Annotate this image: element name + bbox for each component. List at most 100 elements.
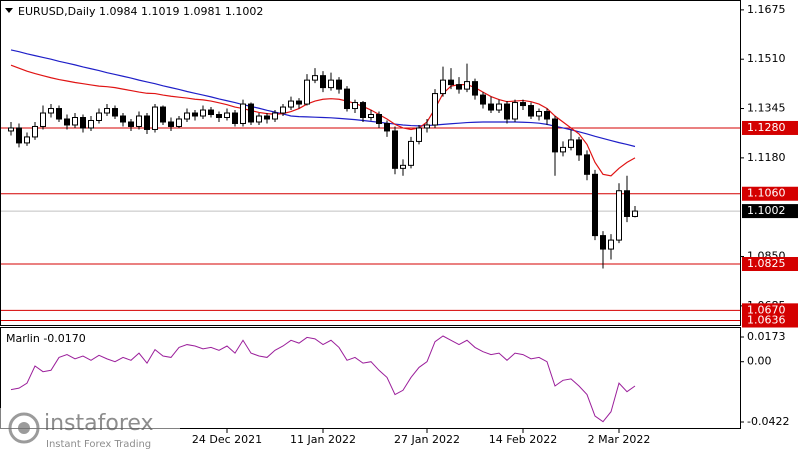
logo-ring [8,412,40,444]
level-label-box [742,257,798,272]
moving-average [10,49,636,148]
candle-body [192,112,198,117]
candle-body [16,127,22,144]
level-label-box [742,313,798,328]
candle-body [200,109,206,117]
brand: instaforex [44,411,154,436]
candle-body [88,119,94,129]
candle-body [248,103,254,123]
candle-body [216,114,222,119]
candle-body [536,111,542,117]
logo-dot [18,422,30,434]
oscillator-title: Marlin -0.0170 [6,332,86,345]
candle-body [304,79,310,105]
oscillator-line [10,335,636,423]
candle-body [240,103,246,124]
candle-body [384,122,390,132]
candle-body [592,173,598,237]
candle-body [480,94,486,105]
candle-body [520,102,526,107]
candle-body [104,108,110,114]
level-label-box [742,186,798,201]
candle-body [120,115,126,123]
candle-body [632,210,638,217]
candle-body [24,136,30,144]
candle-body [96,112,102,121]
candle-body [232,112,238,124]
candle-body [280,106,286,114]
x-tick-label: 14 Feb 2022 [489,433,557,446]
candle-body [448,79,454,86]
candle-body [160,106,166,123]
level-label: 1.1280 [747,121,786,134]
oscillator-panel [0,327,741,429]
candle-body [544,111,550,120]
candle-body [376,114,382,124]
candle-body [504,103,510,120]
candle-body [600,235,606,250]
candle-body [48,108,54,114]
candle-body [432,93,438,126]
candle-body [368,114,374,119]
candle-body [264,115,270,120]
x-tick-label: 11 Jan 2022 [290,433,356,446]
level-label: 1.0670 [747,303,786,316]
level-label-box [742,120,798,135]
candle-body [256,115,262,123]
candle-body [80,117,86,129]
candle-body [64,118,70,126]
candle-body [416,127,422,142]
y-tick-label: -0.0422 [747,415,789,428]
candle-body [40,112,46,127]
candle-body [472,81,478,96]
candle-body [616,190,622,241]
candle-body [112,108,118,117]
candle-body [152,106,158,130]
candle-body [496,103,502,111]
candle-body [296,100,302,105]
candle-body [424,124,430,129]
candle-body [176,118,182,127]
candle-body [528,105,534,117]
y-tick-label: 0.00 [747,355,772,368]
candle-body [136,115,142,127]
candle-body [560,146,566,153]
y-tick-label: 1.1345 [747,102,786,115]
tagline: Instant Forex Trading [46,439,151,450]
candle-body [392,130,398,169]
x-tick-label: 2 Mar 2022 [588,433,651,446]
candle-body [208,109,214,116]
candle-body [552,118,558,153]
candle-body [456,84,462,90]
candle-body [272,112,278,120]
candle-body [184,112,190,120]
watermark: instaforex Instant Forex Trading [0,408,180,453]
y-tick-label: 1.1675 [747,3,786,16]
candle-body [576,139,582,156]
candle-body [352,102,358,110]
candle-body [128,121,134,127]
candle-body [488,103,494,111]
main-panel [0,0,741,326]
candle-body [440,79,446,95]
candle-body [584,154,590,175]
x-tick-label: 27 Jan 2022 [394,433,460,446]
candle-body [288,100,294,108]
candle-body [608,239,614,250]
y-tick-label: 0.0173 [747,330,786,343]
candle-body [144,115,150,130]
x-tick-label: 24 Dec 2021 [192,433,262,446]
level-label: 1.1060 [747,187,786,200]
candle-body [624,190,630,217]
candle-body [408,140,414,166]
candle-body [568,139,574,148]
candle-body [512,102,518,120]
y-tick-label: 1.1510 [747,52,786,65]
candle-body [336,79,342,90]
chart-title: EURUSD,Daily 1.0984 1.1019 1.0981 1.1002 [18,5,263,18]
candle-body [400,164,406,169]
last-price-label: 1.1002 [747,204,786,217]
candle-body [360,102,366,119]
